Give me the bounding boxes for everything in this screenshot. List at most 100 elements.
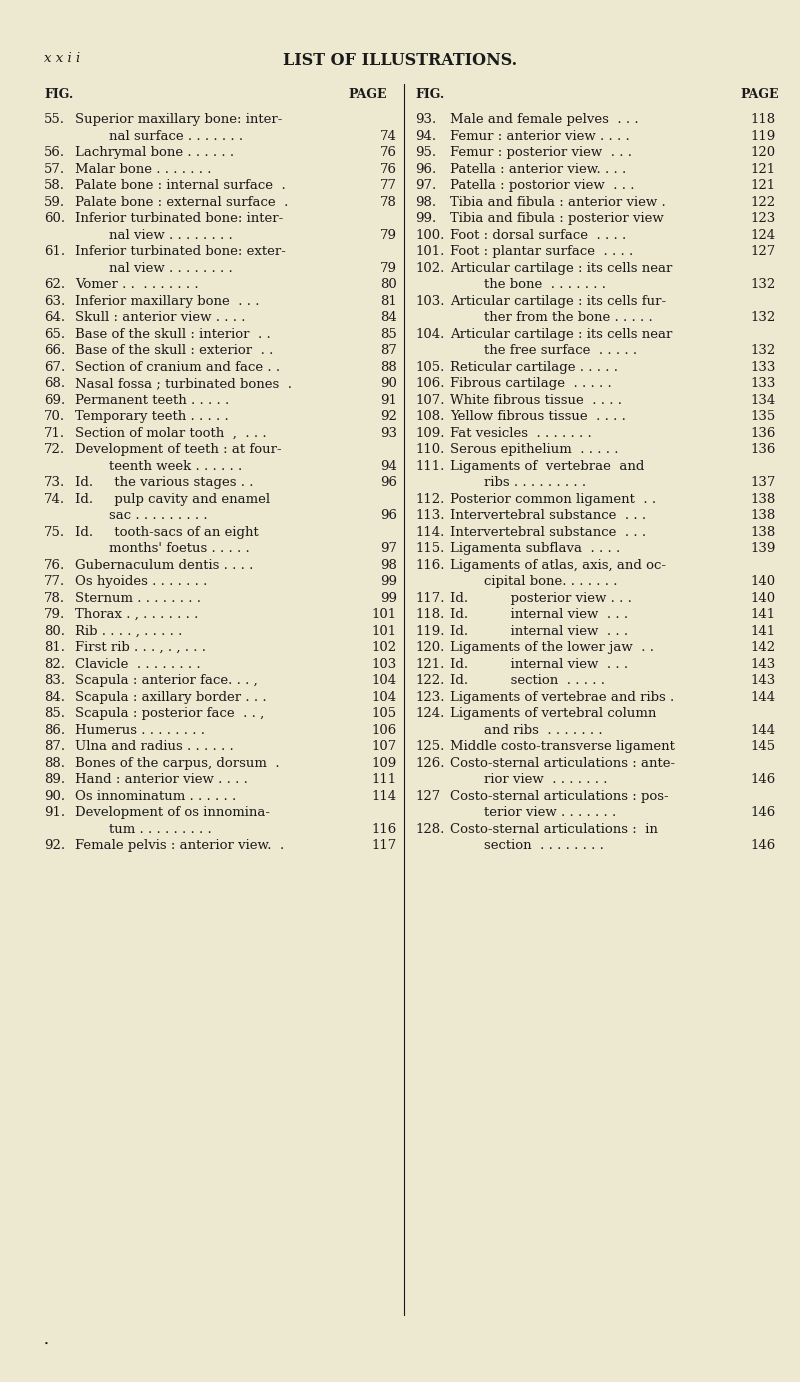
Text: 105: 105 xyxy=(372,708,397,720)
Text: Humerus . . . . . . . .: Humerus . . . . . . . . xyxy=(75,724,205,737)
Text: 106.: 106. xyxy=(415,377,445,390)
Text: 90.: 90. xyxy=(44,789,65,803)
Text: Ligaments of vertebrae and ribs .: Ligaments of vertebrae and ribs . xyxy=(450,691,674,703)
Text: Ligaments of  vertebrae  and: Ligaments of vertebrae and xyxy=(450,459,644,473)
Text: rior view  . . . . . . .: rior view . . . . . . . xyxy=(450,773,607,786)
Text: Femur : posterior view  . . .: Femur : posterior view . . . xyxy=(450,146,632,159)
Text: Costo-sternal articulations : pos-: Costo-sternal articulations : pos- xyxy=(450,789,669,803)
Text: nal view . . . . . . . .: nal view . . . . . . . . xyxy=(75,261,233,275)
Text: 60.: 60. xyxy=(44,211,65,225)
Text: Foot : plantar surface  . . . .: Foot : plantar surface . . . . xyxy=(450,245,634,258)
Text: Skull : anterior view . . . .: Skull : anterior view . . . . xyxy=(75,311,246,323)
Text: 76: 76 xyxy=(380,146,397,159)
Text: 87.: 87. xyxy=(44,739,65,753)
Text: 132: 132 xyxy=(750,344,776,357)
Text: 143: 143 xyxy=(750,674,776,687)
Text: 99: 99 xyxy=(380,575,397,587)
Text: Gubernaculum dentis . . . .: Gubernaculum dentis . . . . xyxy=(75,558,254,572)
Text: Intervertebral substance  . . .: Intervertebral substance . . . xyxy=(450,509,646,522)
Text: 121: 121 xyxy=(751,163,776,176)
Text: 71.: 71. xyxy=(44,427,65,439)
Text: 113.: 113. xyxy=(415,509,445,522)
Text: 97.: 97. xyxy=(415,180,436,192)
Text: Vomer . .  . . . . . . .: Vomer . . . . . . . . . xyxy=(75,278,198,292)
Text: Middle costo-transverse ligament: Middle costo-transverse ligament xyxy=(450,739,675,753)
Text: 74.: 74. xyxy=(44,492,65,506)
Text: Serous epithelium  . . . . .: Serous epithelium . . . . . xyxy=(450,444,618,456)
Text: 77.: 77. xyxy=(44,575,66,587)
Text: 122: 122 xyxy=(751,195,776,209)
Text: 79: 79 xyxy=(380,228,397,242)
Text: 126.: 126. xyxy=(415,756,445,770)
Text: 80: 80 xyxy=(380,278,397,292)
Text: 111.: 111. xyxy=(415,459,444,473)
Text: 128.: 128. xyxy=(415,822,444,836)
Text: 117: 117 xyxy=(372,839,397,851)
Text: 84.: 84. xyxy=(44,691,65,703)
Text: Id.     tooth-sacs of an eight: Id. tooth-sacs of an eight xyxy=(75,525,258,539)
Text: 59.: 59. xyxy=(44,195,65,209)
Text: 95.: 95. xyxy=(415,146,436,159)
Text: 91: 91 xyxy=(380,394,397,406)
Text: 142: 142 xyxy=(751,641,776,654)
Text: 99.: 99. xyxy=(415,211,436,225)
Text: 99: 99 xyxy=(380,591,397,604)
Text: Posterior common ligament  . .: Posterior common ligament . . xyxy=(450,492,656,506)
Text: 90: 90 xyxy=(380,377,397,390)
Text: 62.: 62. xyxy=(44,278,65,292)
Text: 88.: 88. xyxy=(44,756,65,770)
Text: 132: 132 xyxy=(750,311,776,323)
Text: 79: 79 xyxy=(380,261,397,275)
Text: 68.: 68. xyxy=(44,377,65,390)
Text: PAGE: PAGE xyxy=(740,88,778,101)
Text: 112.: 112. xyxy=(415,492,444,506)
Text: Clavicle  . . . . . . . .: Clavicle . . . . . . . . xyxy=(75,658,201,670)
Text: 138: 138 xyxy=(750,509,776,522)
Text: 107: 107 xyxy=(372,739,397,753)
Text: 81.: 81. xyxy=(44,641,65,654)
Text: Hand : anterior view . . . .: Hand : anterior view . . . . xyxy=(75,773,248,786)
Text: 76.: 76. xyxy=(44,558,66,572)
Text: 114: 114 xyxy=(372,789,397,803)
Text: Inferior turbinated bone: inter-: Inferior turbinated bone: inter- xyxy=(75,211,283,225)
Text: 82.: 82. xyxy=(44,658,65,670)
Text: Patella : anterior view. . . .: Patella : anterior view. . . . xyxy=(450,163,626,176)
Text: 109.: 109. xyxy=(415,427,445,439)
Text: Palate bone : external surface  .: Palate bone : external surface . xyxy=(75,195,288,209)
Text: Articular cartilage : its cells near: Articular cartilage : its cells near xyxy=(450,328,672,340)
Text: 96: 96 xyxy=(380,475,397,489)
Text: 93.: 93. xyxy=(415,113,436,126)
Text: 103: 103 xyxy=(372,658,397,670)
Text: Lachrymal bone . . . . . .: Lachrymal bone . . . . . . xyxy=(75,146,234,159)
Text: Section of cranium and face . .: Section of cranium and face . . xyxy=(75,361,280,373)
Text: 139: 139 xyxy=(750,542,776,556)
Text: 94.: 94. xyxy=(415,130,436,142)
Text: Permanent teeth . . . . .: Permanent teeth . . . . . xyxy=(75,394,230,406)
Text: Scapula : axillary border . . .: Scapula : axillary border . . . xyxy=(75,691,266,703)
Text: Development of os innomina-: Development of os innomina- xyxy=(75,806,270,820)
Text: Scapula : anterior face. . . ,: Scapula : anterior face. . . , xyxy=(75,674,258,687)
Text: 92.: 92. xyxy=(44,839,65,851)
Text: 110.: 110. xyxy=(415,444,444,456)
Text: Male and female pelves  . . .: Male and female pelves . . . xyxy=(450,113,638,126)
Text: 105.: 105. xyxy=(415,361,444,373)
Text: Id.     the various stages . .: Id. the various stages . . xyxy=(75,475,254,489)
Text: Rib . . . . , . . . . .: Rib . . . . , . . . . . xyxy=(75,625,182,637)
Text: Section of molar tooth  ,  . . .: Section of molar tooth , . . . xyxy=(75,427,266,439)
Text: tum . . . . . . . . .: tum . . . . . . . . . xyxy=(75,822,212,836)
Text: 121: 121 xyxy=(751,180,776,192)
Text: 101: 101 xyxy=(372,608,397,621)
Text: 141: 141 xyxy=(751,625,776,637)
Text: Nasal fossa ; turbinated bones  .: Nasal fossa ; turbinated bones . xyxy=(75,377,292,390)
Text: Costo-sternal articulations : ante-: Costo-sternal articulations : ante- xyxy=(450,756,675,770)
Text: 64.: 64. xyxy=(44,311,65,323)
Text: 143: 143 xyxy=(750,658,776,670)
Text: 137: 137 xyxy=(750,475,776,489)
Text: 79.: 79. xyxy=(44,608,66,621)
Text: 63.: 63. xyxy=(44,294,66,308)
Text: 55.: 55. xyxy=(44,113,65,126)
Text: 138: 138 xyxy=(750,525,776,539)
Text: 140: 140 xyxy=(751,575,776,587)
Text: 89.: 89. xyxy=(44,773,65,786)
Text: terior view . . . . . . .: terior view . . . . . . . xyxy=(450,806,616,820)
